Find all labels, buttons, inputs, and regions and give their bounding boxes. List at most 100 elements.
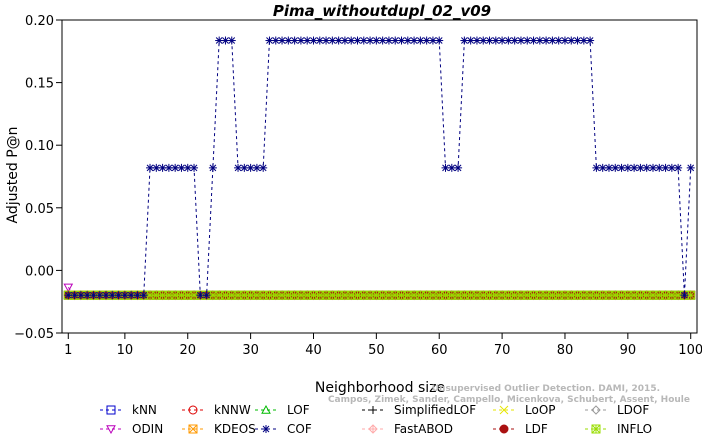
legend-item-inflo: INFLO xyxy=(585,422,652,434)
x-tick-label: 1 xyxy=(64,343,72,358)
marker xyxy=(261,404,271,414)
marker xyxy=(133,291,142,300)
chart-title: Pima_withoutdupl_02_v09 xyxy=(273,2,491,20)
marker xyxy=(369,406,377,414)
legend-item-simplifiedlof: SimplifiedLOF xyxy=(362,403,476,417)
plot-area: 1 10 20 30 40 50 60 70 80 90 100 −0.05 0.00 0.05 0.10 0… xyxy=(14,14,702,358)
legend-label: kNN xyxy=(132,403,157,417)
plot-frame xyxy=(61,19,698,334)
marker xyxy=(686,163,695,172)
marker xyxy=(368,424,378,434)
x-tick-label: 90 xyxy=(620,343,637,358)
x-tick-label: 100 xyxy=(678,343,702,358)
marker xyxy=(353,36,362,45)
marker xyxy=(466,36,475,45)
marker xyxy=(535,36,544,45)
marker xyxy=(510,36,519,45)
marker xyxy=(70,291,79,300)
legend-item-ldf: LDF xyxy=(493,422,548,434)
legend-item-loop: LoOP xyxy=(493,403,556,417)
marker xyxy=(422,36,431,45)
marker xyxy=(454,163,463,172)
legend-label: ODIN xyxy=(132,422,163,434)
marker xyxy=(499,405,509,415)
legend-item-fastabod: FastABOD xyxy=(362,422,453,434)
marker xyxy=(183,163,192,172)
marker xyxy=(190,163,199,172)
legend-label: INFLO xyxy=(617,422,652,434)
x-tick-label: 50 xyxy=(368,343,385,358)
watermark-line-2: Campos, Zimek, Sander, Campello, Micenko… xyxy=(328,395,690,405)
marker xyxy=(262,425,270,433)
y-tick-label: 0.00 xyxy=(25,264,54,279)
marker xyxy=(158,163,167,172)
marker xyxy=(188,405,198,415)
marker xyxy=(139,291,148,300)
marker xyxy=(208,163,217,172)
marker xyxy=(334,36,343,45)
marker xyxy=(334,290,344,300)
x-tick-label: 80 xyxy=(557,343,574,358)
y-tick-label: 0.05 xyxy=(25,202,54,217)
legend-label: COF xyxy=(287,422,312,434)
marker xyxy=(89,291,98,300)
marker xyxy=(359,36,368,45)
x-tick-label: 40 xyxy=(305,343,322,358)
marker xyxy=(63,283,74,293)
marker xyxy=(259,163,268,172)
marker xyxy=(591,424,601,434)
marker xyxy=(102,291,111,300)
marker xyxy=(271,36,280,45)
marker xyxy=(106,425,116,434)
legend-label: LDOF xyxy=(617,403,649,417)
legend-item-odin: ODIN xyxy=(100,422,163,434)
x-tick-label: 60 xyxy=(431,343,448,358)
legend-label: LoOP xyxy=(525,403,556,417)
legend-item-cof: COF xyxy=(255,422,312,434)
marker xyxy=(499,424,509,434)
marker xyxy=(591,290,601,300)
marker xyxy=(591,405,601,415)
legend-item-ldof: LDOF xyxy=(585,403,649,417)
x-tick-label: 30 xyxy=(242,343,259,358)
series-inflo xyxy=(63,290,696,300)
x-tick-label: 70 xyxy=(494,343,511,358)
legend: kNN kNNW LOF SimplifiedLOF LoOP LDOF ODIN KDEOS… xyxy=(100,403,652,434)
watermark-line-1: Unsupervised Outlier Detection. DAMI, 20… xyxy=(432,384,660,394)
y-axis-label: Adjusted P@n xyxy=(5,126,21,223)
marker xyxy=(188,424,198,434)
legend-label: kNNW xyxy=(214,403,251,417)
marker xyxy=(177,163,186,172)
legend-label: SimplifiedLOF xyxy=(394,403,476,417)
marker xyxy=(106,405,116,415)
legend-label: FastABOD xyxy=(394,422,453,434)
x-tick-label: 20 xyxy=(179,343,196,358)
marker xyxy=(680,291,689,300)
marker xyxy=(648,163,657,172)
marker xyxy=(114,291,123,300)
marker xyxy=(227,36,236,45)
series-cof xyxy=(64,36,695,300)
marker xyxy=(290,36,299,45)
marker xyxy=(221,36,230,45)
legend-item-lof: LOF xyxy=(255,403,310,417)
legend-item-knn: kNN xyxy=(100,403,157,417)
y-tick-label: 0.15 xyxy=(25,77,54,92)
marker xyxy=(83,291,92,300)
marker xyxy=(674,163,683,172)
y-tick-label: −0.05 xyxy=(14,327,54,342)
legend-item-kdeos: KDEOS xyxy=(182,422,256,434)
marker xyxy=(340,36,349,45)
marker xyxy=(366,36,375,45)
marker xyxy=(636,163,645,172)
marker xyxy=(202,291,211,300)
x-tick-label: 10 xyxy=(117,343,134,358)
legend-item-knnw: kNNW xyxy=(182,403,251,417)
marker xyxy=(586,36,595,45)
y-tick-label: 0.20 xyxy=(25,14,54,29)
legend-label: LDF xyxy=(525,422,548,434)
legend-label: KDEOS xyxy=(214,422,256,434)
legend-label: LOF xyxy=(287,403,310,417)
marker xyxy=(428,36,437,45)
